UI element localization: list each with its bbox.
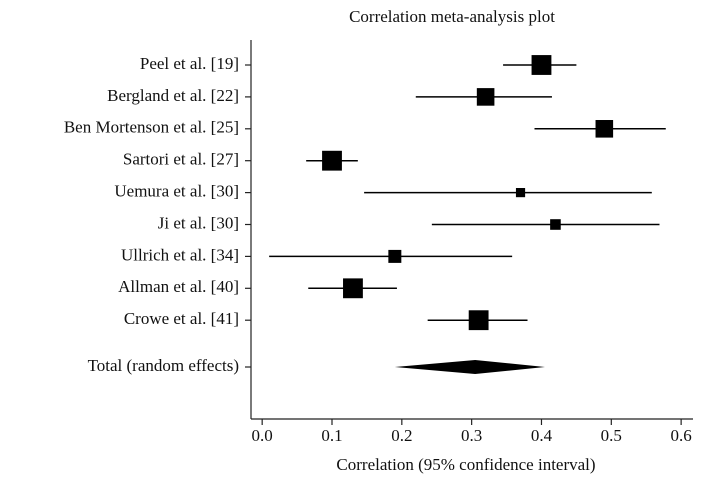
x-tick-label: 0.4 xyxy=(531,426,553,445)
study-label: Bergland et al. [22] xyxy=(107,86,239,105)
x-tick-label: 0.2 xyxy=(391,426,412,445)
study-label: Peel et al. [19] xyxy=(140,54,239,73)
estimate-square xyxy=(515,188,526,198)
total-diamond xyxy=(394,360,545,374)
study-label: Ben Mortenson et al. [25] xyxy=(64,118,239,137)
total-label: Total (random effects) xyxy=(88,356,239,375)
study-label: Crowe et al. [41] xyxy=(124,309,239,328)
study-label: Uemura et al. [30] xyxy=(114,182,239,201)
x-tick-label: 0.1 xyxy=(321,426,342,445)
x-tick-label: 0.6 xyxy=(671,426,692,445)
x-tick-label: 0.0 xyxy=(252,426,273,445)
estimate-square xyxy=(322,150,342,171)
x-tick-label: 0.5 xyxy=(601,426,622,445)
estimate-square xyxy=(343,278,363,299)
study-label: Allman et al. [40] xyxy=(118,277,239,296)
estimate-square xyxy=(550,219,561,230)
x-axis-title: Correlation (95% confidence interval) xyxy=(336,455,595,474)
estimate-square xyxy=(468,310,489,331)
study-label: Sartori et al. [27] xyxy=(123,150,239,169)
chart-title: Correlation meta-analysis plot xyxy=(349,7,555,26)
estimate-square xyxy=(476,88,495,106)
study-label: Ullrich et al. [34] xyxy=(121,245,239,264)
estimate-square xyxy=(388,249,402,263)
estimate-square xyxy=(531,55,552,75)
x-tick-label: 0.3 xyxy=(461,426,482,445)
study-label: Ji et al. [30] xyxy=(158,213,239,232)
estimate-square xyxy=(595,120,614,138)
